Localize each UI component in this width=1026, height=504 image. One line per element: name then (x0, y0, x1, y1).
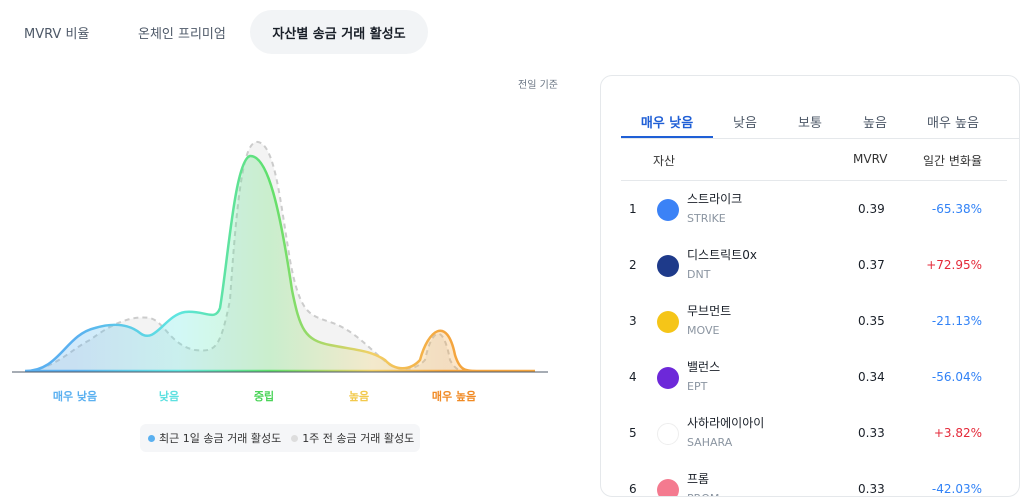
mvrv: 0.37 (858, 258, 885, 272)
rank: 2 (629, 258, 637, 272)
header: MVRV (853, 152, 888, 166)
asset-icon (657, 367, 679, 389)
asset-symbol: SAHARA (687, 436, 733, 449)
rank: 1 (629, 202, 637, 216)
category-label: 낮음 (158, 390, 180, 403)
mvrv: 0.33 (858, 426, 885, 440)
panel-tab-active[interactable]: 매우 낮음 (640, 116, 694, 131)
change: +72.95% (926, 258, 982, 272)
tab[interactable]: MVRV 비율 (24, 27, 90, 42)
mvrv: 0.35 (858, 314, 885, 328)
change: -56.04% (931, 370, 982, 384)
category-label: 매우 높음 (431, 390, 477, 403)
mvrv: 0.39 (858, 202, 885, 216)
asset-name[interactable]: 디스트릭트0x (687, 248, 757, 262)
asset-icon (657, 311, 679, 333)
legend-label: 최근 1일 송금 거래 활성도 (159, 432, 282, 445)
mvrv: 0.33 (858, 482, 885, 496)
panel-tab[interactable]: 높음 (863, 116, 887, 131)
asset-name[interactable]: 사하라에이아이 (687, 416, 765, 430)
panel-tab[interactable]: 매우 높음 (927, 116, 979, 131)
rank: 6 (629, 482, 637, 496)
note: 전일 기준 (518, 80, 558, 91)
asset-icon (657, 255, 679, 277)
category-label: 높음 (348, 390, 370, 403)
asset-name[interactable]: 프롬 (687, 472, 710, 486)
panel-tab[interactable]: 보통 (798, 116, 822, 131)
mvrv: 0.34 (858, 370, 885, 384)
category-label: 중립 (253, 390, 275, 403)
change: -42.03% (931, 482, 982, 496)
asset-symbol: EPT (687, 380, 708, 393)
header: 일간 변화율 (923, 154, 983, 168)
change: -21.13% (931, 314, 982, 328)
legend-label: 1주 전 송금 거래 활성도 (302, 432, 415, 445)
legend-item: 1주 전 송금 거래 활성도 (291, 430, 414, 446)
panel-tab[interactable]: 낮음 (733, 116, 757, 131)
rank: 5 (629, 426, 637, 440)
change: -65.38% (931, 202, 982, 216)
asset-name[interactable]: 무브먼트 (687, 304, 732, 318)
rank: 4 (629, 370, 637, 384)
asset-icon (657, 423, 679, 445)
legend: 최근 1일 송금 거래 활성도 1주 전 송금 거래 활성도 (140, 424, 420, 452)
asset-icon (657, 199, 679, 221)
asset-name[interactable]: 밸런스 (687, 360, 721, 374)
chart (12, 140, 548, 373)
curve-current (24, 154, 535, 373)
asset-name[interactable]: 스트라이크 (687, 192, 743, 206)
category-label: 매우 낮음 (52, 390, 98, 403)
asset-symbol: PROM (687, 492, 719, 496)
asset-symbol: DNT (687, 268, 711, 281)
divider (621, 138, 1019, 139)
tab[interactable]: 온체인 프리미엄 (138, 27, 226, 42)
asset-panel: 매우 낮음 낮음 보통 높음 매우 높음 자산 MVRV 일간 변화율 1 스트라… (600, 75, 1020, 497)
header: 자산 (653, 154, 676, 168)
tab-active[interactable]: 자산별 송금 거래 활성도 (250, 10, 428, 54)
divider (621, 180, 1007, 181)
tab-underline (621, 136, 713, 138)
rank: 3 (629, 314, 637, 328)
asset-icon (657, 479, 679, 496)
asset-symbol: STRIKE (687, 212, 726, 225)
asset-symbol: MOVE (687, 324, 720, 337)
legend-item: 최근 1일 송금 거래 활성도 (148, 430, 281, 446)
change: +3.82% (933, 426, 982, 440)
